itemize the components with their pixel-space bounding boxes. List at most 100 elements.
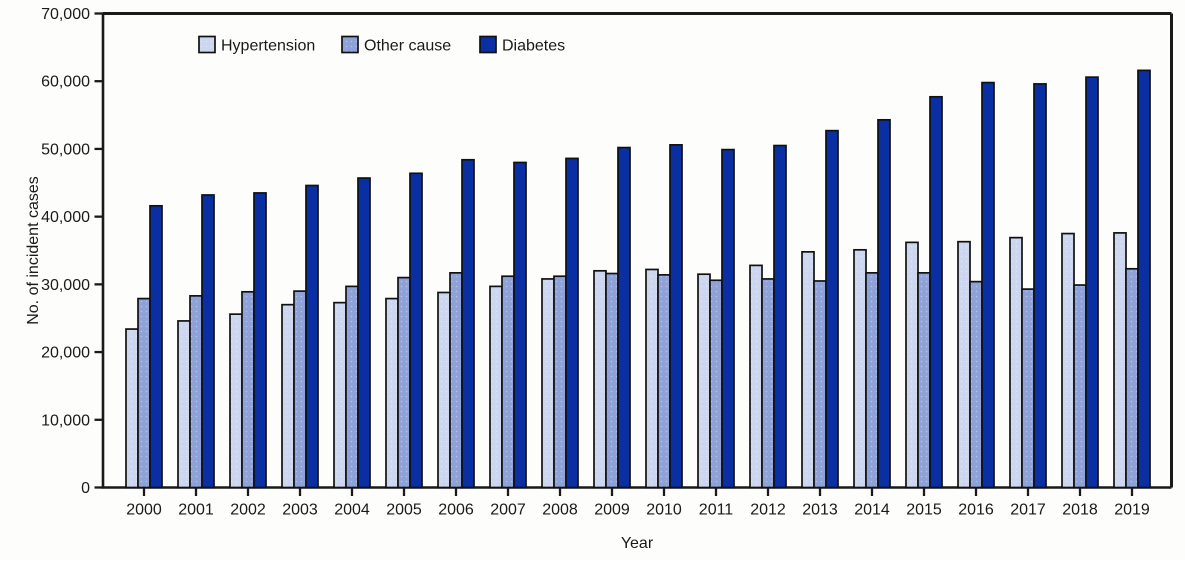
bar-hypertension-2000 <box>125 328 139 489</box>
x-axis-tick-label: 2014 <box>854 502 890 519</box>
bar-hypertension-2017 <box>1009 236 1023 489</box>
legend-swatch-hypertension <box>198 35 216 54</box>
bar-hypertension-2013 <box>801 251 815 489</box>
x-axis-tick-label: 2002 <box>230 502 266 519</box>
x-axis-tick-label: 2013 <box>802 502 838 519</box>
bar-diabetes-2017 <box>1033 83 1047 489</box>
bar-hypertension-2009 <box>593 269 607 489</box>
x-axis-tick-label: 2004 <box>334 502 370 519</box>
bar-diabetes-2000 <box>149 204 163 489</box>
y-axis-tick-label: 40,000 <box>41 209 90 226</box>
bar-diabetes-2008 <box>565 157 579 489</box>
y-axis-title: No. of incident cases <box>25 176 42 325</box>
bar-hypertension-2016 <box>957 240 971 489</box>
bar-diabetes-2002 <box>253 192 267 489</box>
bar-other-cause-2011 <box>709 279 723 489</box>
y-axis-tick-label: 50,000 <box>41 141 90 158</box>
legend-item-other-cause: Other cause <box>341 35 451 55</box>
x-axis-tick-label: 2018 <box>1062 502 1098 519</box>
bar-other-cause-2013 <box>813 280 827 489</box>
bar-other-cause-2010 <box>657 274 671 489</box>
bar-groups <box>125 69 1151 489</box>
bar-diabetes-2014 <box>877 118 891 489</box>
bar-diabetes-2007 <box>513 161 527 489</box>
bar-diabetes-2015 <box>929 95 943 489</box>
legend-item-hypertension: Hypertension <box>198 35 315 55</box>
bar-hypertension-2019 <box>1113 232 1127 489</box>
bar-other-cause-2007 <box>501 275 515 489</box>
legend-swatch-other-cause <box>341 35 359 54</box>
bar-hypertension-2008 <box>541 278 555 489</box>
x-axis-tick-label: 2001 <box>178 502 214 519</box>
bar-other-cause-2019 <box>1125 267 1139 489</box>
bar-hypertension-2015 <box>905 241 919 489</box>
y-axis-tick-label: 60,000 <box>41 74 90 91</box>
x-axis-tick-label: 2012 <box>750 502 786 519</box>
bar-diabetes-2010 <box>669 144 683 489</box>
bar-hypertension-2007 <box>489 285 503 489</box>
bar-other-cause-2016 <box>969 280 983 489</box>
x-axis-tick-label: 2017 <box>1010 502 1046 519</box>
y-axis-tick-label: 10,000 <box>41 412 90 429</box>
x-axis-tick-label: 2016 <box>958 502 994 519</box>
bar-other-cause-2005 <box>397 276 411 489</box>
bar-other-cause-2001 <box>189 295 203 489</box>
x-axis-tick-label: 2006 <box>438 502 474 519</box>
x-axis-tick-label: 2015 <box>906 502 942 519</box>
bar-hypertension-2011 <box>697 273 711 489</box>
bar-other-cause-2017 <box>1021 288 1035 489</box>
y-axis: 0 10,000 20,000 30,000 40,000 50,000 60,000 70,… <box>41 6 103 497</box>
bar-other-cause-2012 <box>761 278 775 489</box>
legend-item-diabetes: Diabetes <box>479 35 565 55</box>
bar-diabetes-2016 <box>981 81 995 489</box>
bar-hypertension-2003 <box>281 303 295 489</box>
bar-hypertension-2018 <box>1061 232 1075 489</box>
bar-other-cause-2008 <box>553 275 567 489</box>
y-axis-tick-label: 0 <box>81 480 90 497</box>
bar-diabetes-2006 <box>461 158 475 489</box>
bar-other-cause-2009 <box>605 272 619 489</box>
x-axis-tick-label: 2005 <box>386 502 422 519</box>
bar-diabetes-2001 <box>201 194 215 489</box>
x-axis-tick-label: 2007 <box>490 502 526 519</box>
y-axis-tick-label: 70,000 <box>41 6 90 23</box>
bar-diabetes-2011 <box>721 148 735 489</box>
legend-label-other-cause: Other cause <box>364 38 451 55</box>
x-axis: 2000 2001 2002 2003 2004 2005 2006 2007 2008 2009… <box>126 487 1150 519</box>
x-axis-tick-label: 2000 <box>126 502 162 519</box>
bar-other-cause-2000 <box>137 297 151 489</box>
bar-hypertension-2002 <box>229 313 243 489</box>
bar-other-cause-2018 <box>1073 284 1087 489</box>
x-axis-tick-label: 2011 <box>699 502 734 519</box>
y-axis-tick-label: 20,000 <box>41 345 90 362</box>
bar-other-cause-2006 <box>449 271 463 489</box>
bar-diabetes-2003 <box>305 184 319 489</box>
bar-other-cause-2004 <box>345 285 359 489</box>
bar-diabetes-2018 <box>1085 76 1099 489</box>
bar-diabetes-2005 <box>409 172 423 489</box>
bar-diabetes-2019 <box>1137 69 1151 489</box>
x-axis-tick-label: 2019 <box>1114 502 1150 519</box>
legend-swatch-diabetes <box>479 35 497 54</box>
bar-hypertension-2014 <box>853 248 867 489</box>
bar-hypertension-2006 <box>437 291 451 489</box>
x-axis-tick-label: 2010 <box>646 502 682 519</box>
bar-other-cause-2014 <box>865 271 879 489</box>
bar-hypertension-2012 <box>749 264 763 489</box>
bar-diabetes-2012 <box>773 144 787 489</box>
x-axis-tick-label: 2003 <box>282 502 318 519</box>
bar-diabetes-2004 <box>357 177 371 489</box>
bar-diabetes-2009 <box>617 146 631 489</box>
legend-label-diabetes: Diabetes <box>502 38 565 55</box>
bar-hypertension-2005 <box>385 297 399 489</box>
bar-other-cause-2015 <box>917 271 931 489</box>
y-axis-tick-label: 30,000 <box>41 277 90 294</box>
legend-label-hypertension: Hypertension <box>221 38 315 55</box>
x-axis-tick-label: 2008 <box>542 502 578 519</box>
bar-hypertension-2010 <box>645 268 659 489</box>
bar-hypertension-2001 <box>177 320 191 489</box>
x-axis-tick-label: 2009 <box>594 502 630 519</box>
bar-hypertension-2004 <box>333 301 347 489</box>
